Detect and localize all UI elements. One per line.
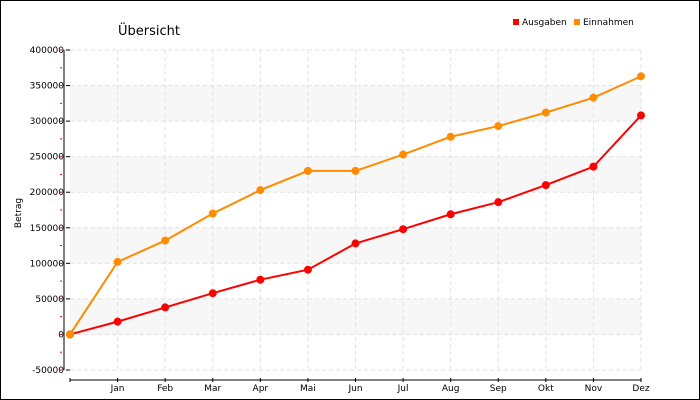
x-tick-label: Dez xyxy=(632,384,649,394)
data-point-ausgaben xyxy=(446,210,455,219)
x-tick-label: Jul xyxy=(397,384,409,394)
y-axis-label: Betrag xyxy=(14,198,24,228)
x-tick-label: Apr xyxy=(253,384,269,394)
data-point-einnahmen xyxy=(256,186,265,195)
data-point-ausgaben xyxy=(399,225,408,234)
data-point-ausgaben xyxy=(637,111,645,120)
data-point-einnahmen xyxy=(66,330,74,339)
data-point-einnahmen xyxy=(637,72,645,81)
data-point-einnahmen xyxy=(399,150,408,159)
y-tick-label: 200000 xyxy=(30,188,65,198)
chart-title: Übersicht xyxy=(118,22,180,39)
legend-label: Ausgaben xyxy=(522,18,567,28)
data-point-ausgaben xyxy=(494,198,503,207)
data-point-einnahmen xyxy=(589,93,598,102)
x-tick-label: Mar xyxy=(204,384,221,394)
y-tick-label: 0 xyxy=(58,330,64,340)
data-point-einnahmen xyxy=(541,108,550,117)
y-axis-ticks: -50000 0 50000 100000 150000 200000 250000 3000… xyxy=(30,46,70,376)
data-point-einnahmen xyxy=(161,236,170,245)
data-point-einnahmen xyxy=(494,122,503,131)
legend-swatch xyxy=(574,19,580,25)
legend: Ausgaben Einnahmen xyxy=(513,18,634,28)
data-point-ausgaben xyxy=(161,303,170,312)
x-tick-label: Aug xyxy=(442,384,460,394)
x-tick-label: Nov xyxy=(585,384,603,394)
data-point-einnahmen xyxy=(208,209,217,218)
data-point-ausgaben xyxy=(589,162,598,171)
y-tick-label: 400000 xyxy=(30,46,65,56)
legend-label: Einnahmen xyxy=(583,18,634,28)
series-points xyxy=(66,72,645,339)
data-point-einnahmen xyxy=(446,132,455,141)
data-point-ausgaben xyxy=(208,289,217,298)
x-tick-label: Mai xyxy=(300,384,316,394)
data-point-ausgaben xyxy=(256,275,265,284)
data-point-ausgaben xyxy=(113,317,122,326)
y-tick-label: 350000 xyxy=(30,82,65,92)
data-point-einnahmen xyxy=(303,166,312,175)
y-tick-label: 250000 xyxy=(30,153,65,163)
data-point-ausgaben xyxy=(303,265,312,274)
x-tick-label: Jan xyxy=(110,384,125,394)
x-tick-label: Okt xyxy=(538,384,554,394)
x-tick-label: Feb xyxy=(157,384,173,394)
x-tick-label: Sep xyxy=(490,384,507,394)
data-point-ausgaben xyxy=(351,239,360,248)
data-point-einnahmen xyxy=(113,257,122,266)
y-tick-label: -50000 xyxy=(32,366,64,376)
y-tick-label: 300000 xyxy=(30,117,65,127)
legend-swatch xyxy=(513,19,519,25)
x-axis-ticks: Jan Feb Mar Apr Mai Jun Jul Aug Sep Okt Nov Dez xyxy=(69,378,650,394)
data-point-einnahmen xyxy=(351,166,360,175)
y-tick-label: 50000 xyxy=(35,295,64,305)
y-tick-label: 100000 xyxy=(30,259,65,269)
x-tick-label: Jun xyxy=(347,384,362,394)
y-tick-label: 150000 xyxy=(30,224,65,234)
data-point-ausgaben xyxy=(541,181,550,190)
grid-lines xyxy=(70,49,642,371)
